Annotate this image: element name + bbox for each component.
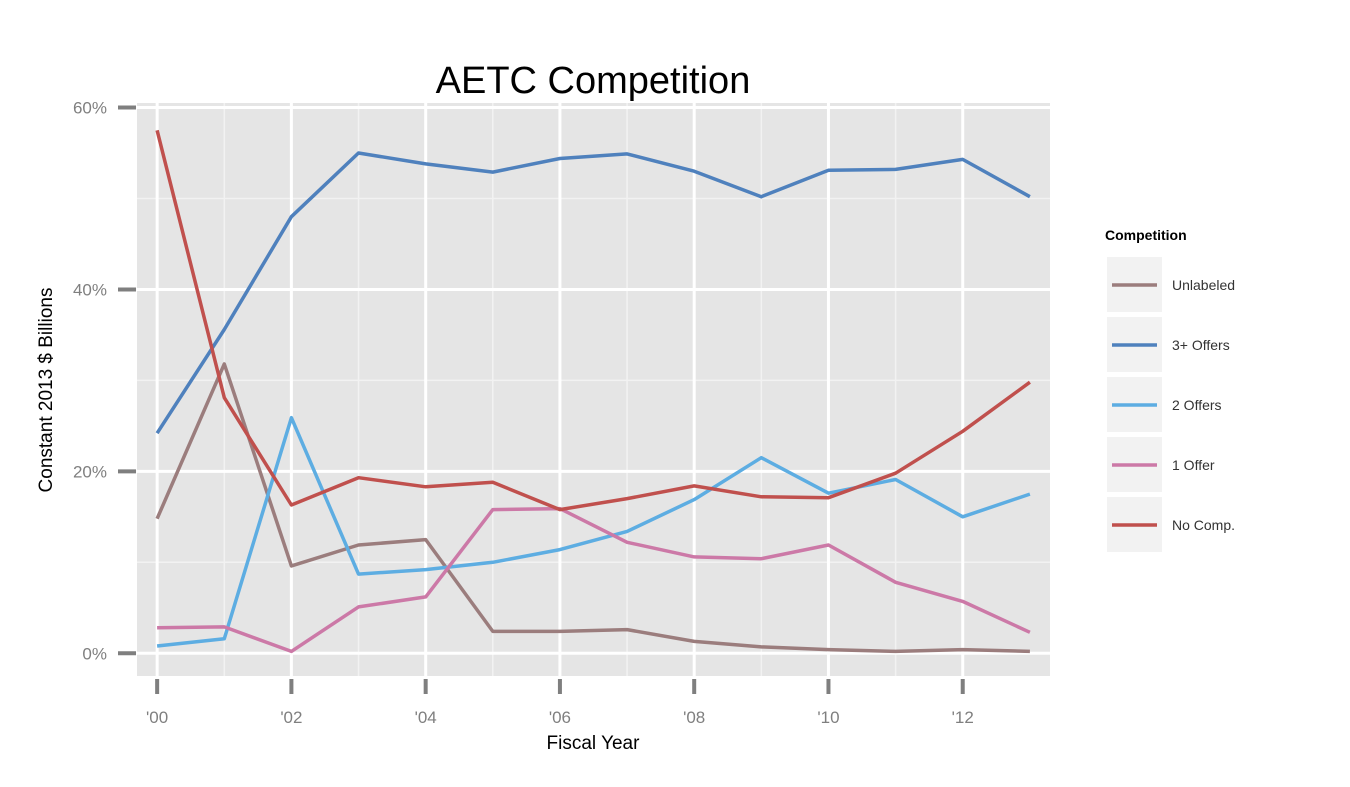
series-line-2-offers: [156, 415, 1031, 648]
major-gridlines: [137, 103, 1050, 676]
y-tick-label: 20%: [73, 462, 107, 481]
y-tick-label: 60%: [73, 99, 107, 118]
legend-title: Competition: [1105, 227, 1187, 243]
legend-label-no-comp: No Comp.: [1172, 517, 1235, 533]
y-tick-label: 40%: [73, 280, 107, 299]
legend: Competition Unlabeled 3+ Offers 2 Offers 1 …: [1105, 227, 1235, 552]
series-line-1-offer: [157, 506, 1031, 654]
series-line-unlabeled: [155, 362, 1030, 654]
legend-label-2-offers: 2 Offers: [1172, 397, 1222, 413]
x-tick-label: '00: [146, 708, 168, 727]
x-tick-label: '04: [415, 708, 437, 727]
y-axis: 0% 20% 40% 60%: [73, 99, 136, 663]
y-tick-label: 0%: [82, 644, 107, 663]
x-axis-title: Fiscal Year: [547, 733, 641, 754]
plot-panel: [137, 103, 1050, 676]
x-tick-label: '10: [817, 708, 839, 727]
x-axis: '00 '02 '04 '06 '08 '10 '12: [146, 679, 974, 727]
x-tick-label: '06: [549, 708, 571, 727]
series-lines: [155, 129, 1031, 654]
x-tick-label: '08: [683, 708, 705, 727]
series-line-no-comp: [155, 129, 1031, 512]
legend-label-unlabeled: Unlabeled: [1172, 277, 1235, 293]
legend-label-3-offers: 3+ Offers: [1172, 337, 1230, 353]
y-axis-title: Constant 2013 $ Billions: [36, 288, 57, 493]
legend-label-1-offer: 1 Offer: [1172, 457, 1215, 473]
chart-title: AETC Competition: [436, 60, 751, 102]
x-tick-label: '02: [280, 708, 302, 727]
x-tick-label: '12: [952, 708, 974, 727]
series-line-3-offers: [155, 151, 1031, 435]
